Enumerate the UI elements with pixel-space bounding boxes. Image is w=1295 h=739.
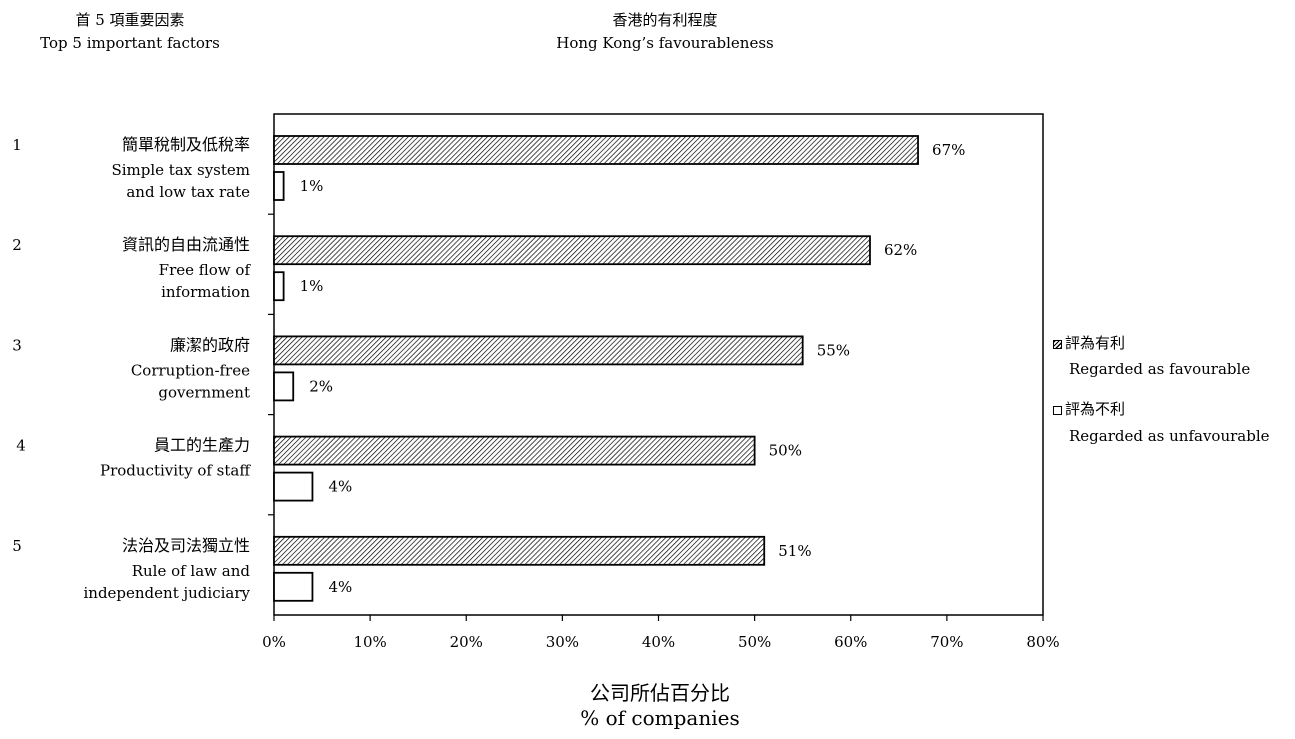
category-label-en: Corruption-free — [131, 361, 250, 379]
bar-favourable — [273, 135, 919, 165]
data-label-unfavourable: 1% — [300, 177, 324, 195]
left-title-zh: 首 5 項重要因素 — [75, 11, 185, 29]
data-label-unfavourable: 1% — [300, 277, 324, 295]
legend-label-favourable-zh: 評為有利 — [1065, 334, 1126, 352]
bar-favourable — [273, 535, 766, 566]
legend-swatch-favourable — [1053, 339, 1062, 349]
category-rank: 1 — [12, 136, 22, 154]
category-label-en: information — [161, 283, 250, 301]
x-tick-label: 10% — [353, 633, 386, 651]
bar-unfavourable — [273, 171, 285, 201]
category-label-en: and low tax rate — [126, 183, 250, 201]
data-label-unfavourable: 2% — [309, 377, 333, 395]
data-label-unfavourable: 4% — [328, 578, 352, 596]
legend-item-unfavourable: 評為不利 — [1053, 399, 1125, 419]
x-tick-label: 60% — [834, 633, 867, 651]
x-tick-label: 0% — [262, 633, 286, 651]
data-label-favourable: 62% — [884, 241, 917, 259]
category-label-en: Productivity of staff — [100, 462, 251, 480]
bar-unfavourable — [273, 371, 295, 402]
x-tick-label: 30% — [546, 633, 579, 651]
category-rank: 5 — [12, 537, 22, 555]
category-label-en: Rule of law and — [132, 562, 251, 580]
data-label-unfavourable: 4% — [328, 478, 352, 496]
category-label-en: independent judiciary — [83, 584, 250, 602]
x-tick-label: 50% — [738, 633, 771, 651]
category-label-zh: 簡單稅制及低稅率 — [122, 135, 250, 154]
category-label-en: Simple tax system — [111, 161, 250, 179]
legend-label-unfavourable-zh: 評為不利 — [1065, 400, 1126, 418]
bar-favourable — [273, 435, 756, 466]
category-label-zh: 法治及司法獨立性 — [122, 536, 250, 555]
bar-favourable — [273, 335, 804, 366]
x-tick-label: 20% — [450, 633, 483, 651]
legend-label-unfavourable-en: Regarded as unfavourable — [1069, 427, 1270, 445]
chart-title-zh: 香港的有利程度 — [612, 11, 718, 29]
category-label-zh: 廉潔的政府 — [170, 335, 250, 354]
category-label-zh: 資訊的自由流通性 — [122, 235, 250, 254]
bar-favourable — [273, 235, 871, 266]
x-tick-label: 70% — [930, 633, 963, 651]
legend-item-favourable: 評為有利 — [1053, 333, 1125, 353]
category-rank: 4 — [16, 437, 26, 455]
legend-swatch-unfavourable — [1053, 405, 1062, 415]
data-label-favourable: 67% — [932, 141, 965, 159]
left-title-en: Top 5 important factors — [40, 34, 220, 52]
x-axis-title-en: % of companies — [580, 706, 740, 730]
category-label-zh: 員工的生產力 — [154, 436, 250, 455]
category-label-en: government — [158, 383, 250, 401]
bar-unfavourable — [273, 571, 314, 602]
category-label-en: Free flow of — [159, 261, 252, 279]
data-label-favourable: 55% — [817, 341, 850, 359]
chart-title-en: Hong Kong’s favourableness — [556, 34, 774, 52]
x-tick-label: 40% — [642, 633, 675, 651]
legend-label-favourable-en: Regarded as favourable — [1069, 360, 1251, 378]
data-label-favourable: 50% — [769, 442, 802, 460]
data-label-favourable: 51% — [778, 542, 811, 560]
category-rank: 2 — [12, 236, 22, 254]
bar-unfavourable — [273, 271, 285, 302]
x-axis-title-zh: 公司所佔百分比 — [590, 681, 730, 705]
x-tick-label: 80% — [1026, 633, 1059, 651]
category-rank: 3 — [12, 336, 22, 354]
bar-unfavourable — [273, 471, 314, 502]
